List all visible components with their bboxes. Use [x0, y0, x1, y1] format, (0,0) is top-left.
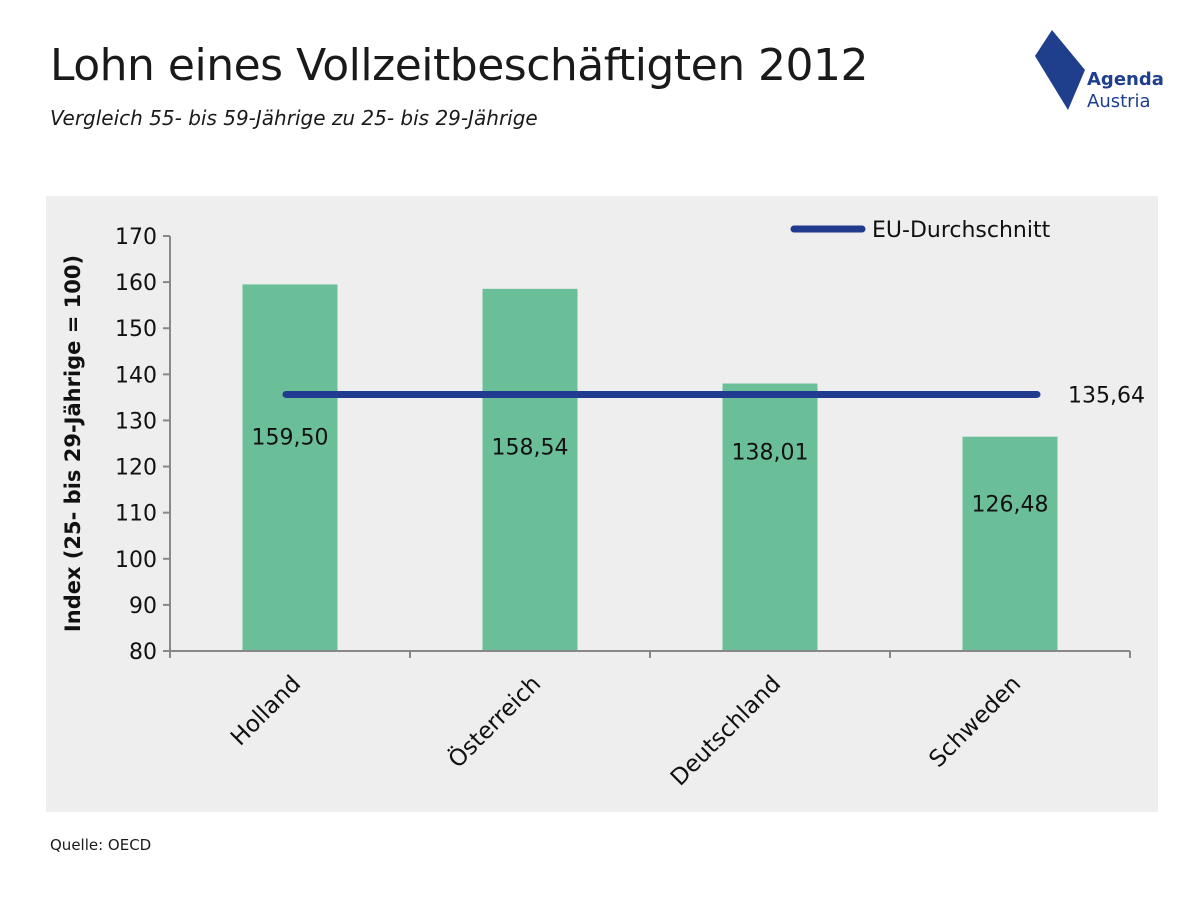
x-tick-label: Deutschland: [666, 671, 786, 791]
y-tick-label: 90: [129, 594, 157, 619]
chart-subtitle: Vergleich 55- bis 59-Jährige zu 25- bis …: [50, 106, 538, 130]
x-tick-label: Schweden: [924, 671, 1026, 773]
y-tick-label: 110: [115, 502, 157, 527]
bar-chart: 80 90 100 110 120 130 140 150 160 170 Index (25- b…: [61, 218, 1145, 791]
x-tick-label: Holland: [226, 671, 306, 751]
bar-3: [722, 383, 818, 651]
logo-sub: Austria: [1087, 91, 1151, 112]
y-tick-label: 140: [115, 363, 157, 388]
bar-data-label: 126,48: [972, 493, 1049, 518]
y-tick-label: 80: [129, 640, 157, 665]
bar-2: [482, 288, 578, 651]
bar-1: [242, 284, 338, 651]
chart-panel: 80 90 100 110 120 130 140 150 160 170 Index (25- b…: [46, 196, 1158, 812]
y-axis-title: Index (25- bis 29-Jährige = 100): [61, 255, 85, 632]
y-tick-label: 130: [115, 409, 157, 434]
y-tick-label: 160: [115, 271, 157, 296]
y-tick-label: 120: [115, 456, 157, 481]
y-tick-label: 100: [115, 548, 157, 573]
legend-label: EU-Durchschnitt: [872, 218, 1051, 243]
eu-average-label: 135,64: [1068, 383, 1145, 408]
bar-4: [962, 436, 1058, 651]
x-tick-label: Österreich: [442, 669, 546, 773]
bar-data-label: 158,54: [492, 435, 569, 460]
chart-title: Lohn eines Vollzeitbeschäftigten 2012: [50, 40, 869, 91]
logo-name: Agenda: [1087, 69, 1164, 90]
agenda-austria-logo: [1035, 30, 1085, 110]
bar-data-label: 159,50: [252, 425, 329, 450]
y-tick-label: 170: [115, 225, 157, 250]
y-tick-label: 150: [115, 317, 157, 342]
source-note: Quelle: OECD: [50, 836, 152, 854]
logo-mark-icon: [1035, 30, 1085, 110]
bar-data-label: 138,01: [732, 440, 809, 465]
